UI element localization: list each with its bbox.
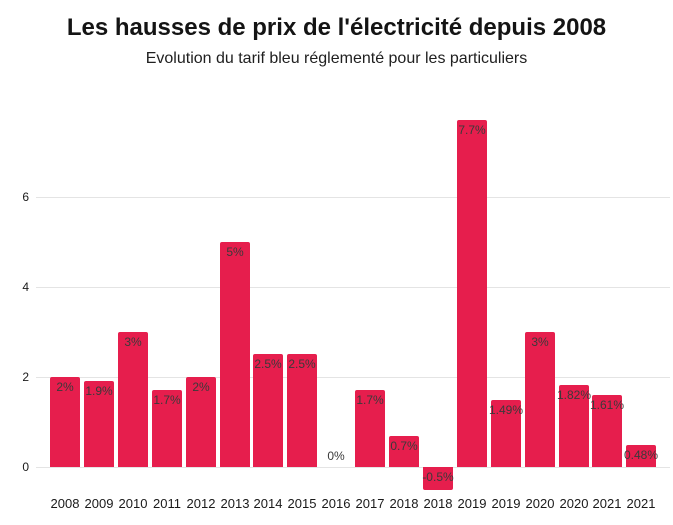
bar-2014-6 — [253, 354, 283, 467]
x-axis-tick-label: 2012 — [186, 496, 216, 511]
gridline-2 — [36, 377, 670, 378]
bar-value-label: 3% — [531, 335, 549, 349]
x-axis-tick-label: 2016 — [321, 496, 351, 511]
x-axis-tick-label: 2020 — [525, 496, 555, 511]
gridline-0 — [36, 467, 670, 468]
bar-2011-3 — [152, 390, 182, 467]
y-axis-tick-label: 4 — [22, 280, 29, 294]
bar-value-label: 2% — [192, 380, 210, 394]
x-axis-tick-label: 2011 — [153, 496, 181, 511]
x-axis-tick-label: 2018 — [423, 496, 453, 511]
gridline-4 — [36, 287, 670, 288]
bar-value-label: 1.61% — [589, 398, 625, 412]
bar-value-label: 1.7% — [153, 393, 181, 407]
bar-2020-14 — [525, 332, 555, 467]
bar-2018-11 — [423, 467, 453, 490]
x-axis-tick-label: 2014 — [253, 496, 283, 511]
bar-value-label: 1.49% — [488, 403, 524, 417]
x-axis-tick-label: 2018 — [389, 496, 419, 511]
y-axis-tick-label: 6 — [22, 190, 29, 204]
x-axis-tick-label: 2010 — [118, 496, 148, 511]
bar-value-label: 7.7% — [458, 123, 486, 137]
bar-value-label: 0.7% — [390, 439, 418, 453]
gridline-6 — [36, 197, 670, 198]
bar-value-label: 0.48% — [623, 448, 659, 462]
bar-2010-2 — [118, 332, 148, 467]
bar-2008-0 — [50, 377, 80, 467]
chart-title: Les hausses de prix de l'électricité dep… — [66, 14, 607, 41]
x-axis-tick-label: 2021 — [626, 496, 656, 511]
x-axis-tick-label: 2017 — [355, 496, 385, 511]
bar-2009-1 — [84, 381, 114, 467]
bar-value-label: 1.82% — [556, 388, 592, 402]
bar-value-label: 3% — [124, 335, 142, 349]
bar-2021-16 — [592, 395, 622, 467]
y-axis-tick-label: 2 — [22, 370, 29, 384]
bar-2015-7 — [287, 354, 317, 467]
bar-2019-12 — [457, 120, 487, 467]
chart-subtitle: Evolution du tarif bleu réglementé pour … — [145, 50, 528, 67]
x-axis-tick-label: 2019 — [457, 496, 487, 511]
bar-value-label: 1.9% — [85, 384, 113, 398]
bar-2012-4 — [186, 377, 216, 467]
bar-2019-13 — [491, 400, 521, 467]
x-axis-tick-label: 2020 — [559, 496, 589, 511]
bar-value-label: 2% — [56, 380, 74, 394]
bar-value-label: 2.5% — [288, 357, 316, 371]
bar-value-label: 2.5% — [254, 357, 282, 371]
bar-2020-15 — [559, 385, 589, 467]
x-axis-tick-label: 2015 — [287, 496, 317, 511]
bar-2021-17 — [626, 445, 656, 467]
x-axis-tick-label: 2021 — [592, 496, 622, 511]
bar-2017-9 — [355, 390, 385, 467]
x-axis-tick-label: 2013 — [220, 496, 250, 511]
bar-2018-10 — [389, 436, 419, 467]
bar-value-label: 0% — [327, 449, 345, 463]
x-axis-tick-label: 2008 — [50, 496, 80, 511]
y-axis-tick-label: 0 — [22, 460, 29, 474]
bar-value-label: 5% — [226, 245, 244, 259]
bar-value-label: 1.7% — [356, 393, 384, 407]
bar-value-label: -0.5% — [422, 470, 454, 484]
x-axis-tick-label: 2019 — [491, 496, 521, 511]
bar-2013-5 — [220, 242, 250, 467]
x-axis-tick-label: 2009 — [84, 496, 114, 511]
